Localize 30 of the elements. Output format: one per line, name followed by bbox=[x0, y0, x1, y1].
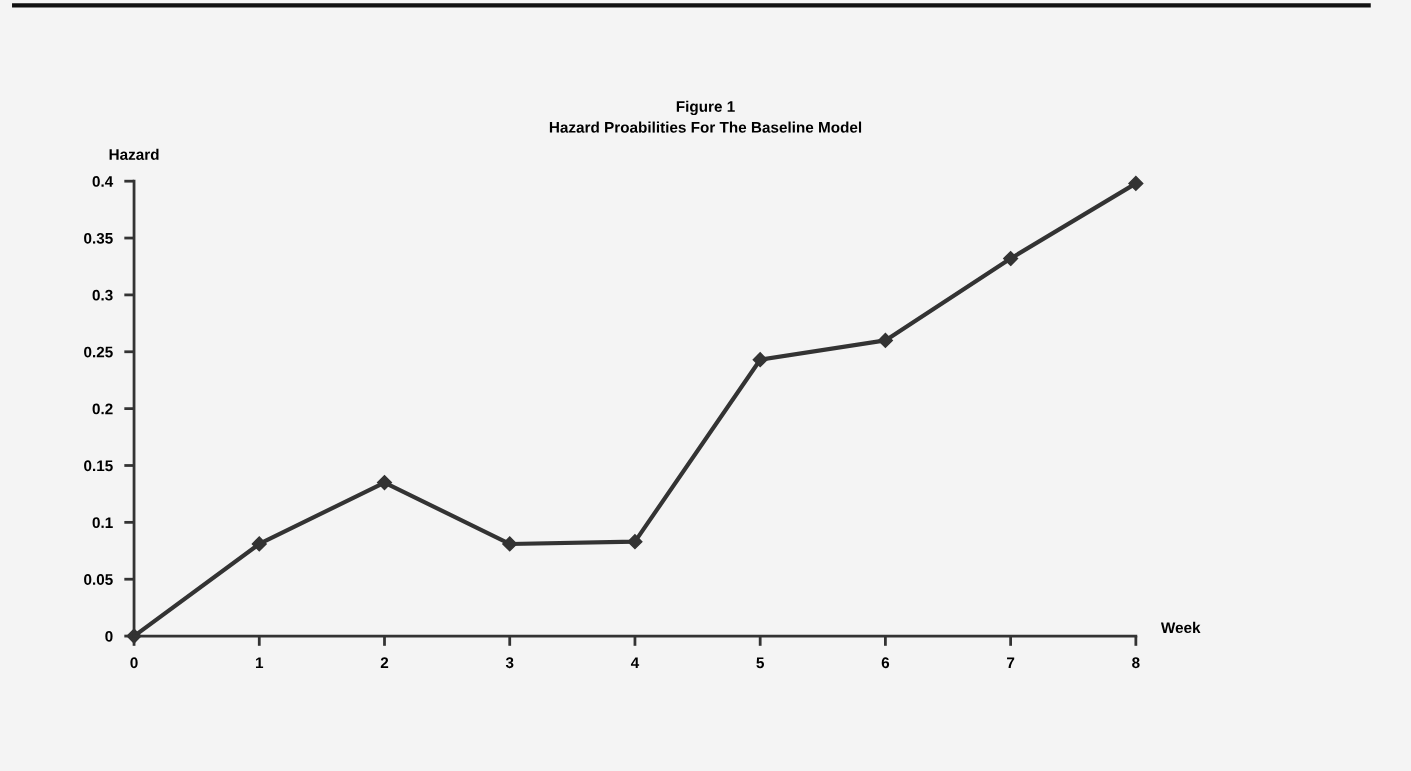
x-tick-label: 3 bbox=[505, 657, 514, 669]
x-tick-label: 1 bbox=[255, 657, 264, 668]
x-axis-title: Week bbox=[1160, 621, 1201, 634]
chart-title: Figure 1 bbox=[676, 100, 735, 116]
chart-subtitle: Hazard Proabilities For The Baseline Model bbox=[549, 121, 862, 133]
y-tick-label: 0.1 bbox=[92, 517, 113, 529]
point bbox=[1003, 250, 1019, 267]
x-tick-label: 7 bbox=[1007, 657, 1015, 668]
point bbox=[502, 536, 518, 552]
point bbox=[752, 352, 768, 368]
y-tick-label: 0.3 bbox=[92, 289, 113, 301]
point bbox=[877, 332, 893, 348]
x-tick-label: 2 bbox=[380, 657, 389, 668]
y-tick-label: 0.05 bbox=[84, 574, 113, 585]
y-tick-label: 0.2 bbox=[92, 403, 113, 415]
point bbox=[251, 536, 267, 552]
x-tick-label: 4 bbox=[630, 657, 640, 668]
y-tick-label: 0.15 bbox=[84, 460, 113, 472]
y-axis-title: Hazard bbox=[109, 148, 159, 160]
x-tick-label: 8 bbox=[1132, 657, 1140, 669]
y-tick-label: 0.4 bbox=[92, 176, 114, 187]
x-tick-label: 5 bbox=[756, 657, 764, 669]
point bbox=[1128, 175, 1144, 192]
x-tick-label: 0 bbox=[130, 657, 138, 669]
point bbox=[627, 534, 643, 550]
y-tick-label: 0.25 bbox=[84, 346, 113, 358]
y-tick-label: 0.35 bbox=[84, 232, 113, 244]
y-tick-label: 0 bbox=[105, 630, 113, 642]
x-tick-label: 6 bbox=[881, 657, 890, 669]
point bbox=[376, 474, 393, 491]
